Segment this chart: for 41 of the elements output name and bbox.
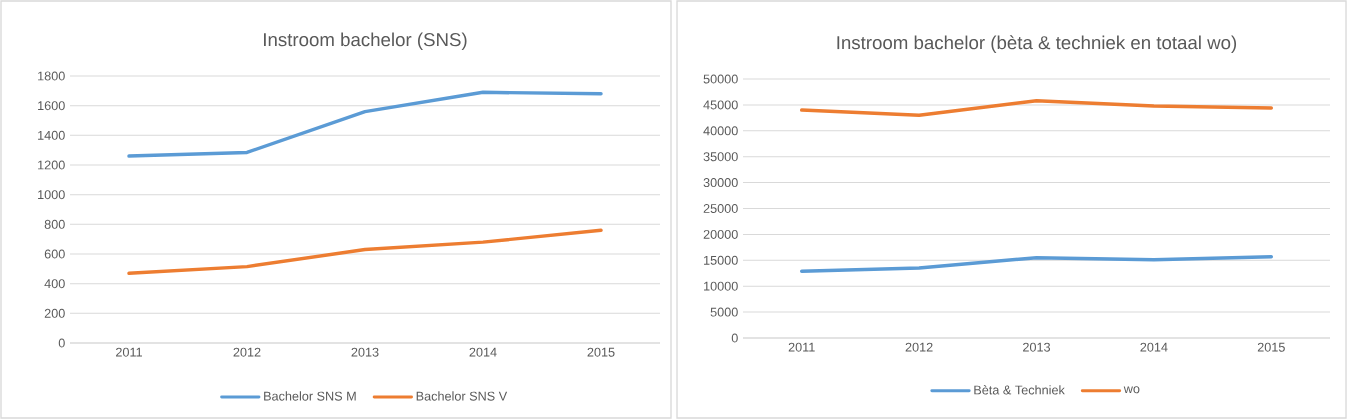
- x-tick-label: 2013: [1023, 342, 1051, 352]
- y-tick-label: 50000: [703, 74, 738, 84]
- chart-title: Instroom bachelor (bèta & techniek en totaal wo): [837, 35, 1237, 53]
- legend-label: Bachelor SNS V: [416, 391, 508, 401]
- line-series: [799, 99, 1274, 118]
- legend-label: Bachelor SNS M: [264, 391, 356, 401]
- x-tick-label: 2012: [233, 347, 261, 357]
- y-tick-label: 25000: [703, 204, 738, 213]
- y-tick-label: 0: [731, 333, 738, 343]
- y-tick-label: 400: [44, 279, 65, 289]
- chart-title: Instroom bachelor (SNS): [264, 32, 467, 50]
- y-tick-label: 45000: [703, 100, 738, 110]
- legend-label: wo: [1123, 386, 1140, 394]
- x-tick-label: 2011: [788, 342, 815, 352]
- y-tick-label: 1000: [38, 190, 65, 200]
- y-tick-label: 200: [44, 308, 65, 318]
- y-tick-label: 600: [44, 249, 65, 259]
- y-tick-label: 40000: [703, 126, 738, 136]
- y-tick-label: 10000: [704, 281, 738, 291]
- x-tick-label: 2012: [905, 342, 933, 352]
- y-tick-label: 30000: [703, 178, 738, 188]
- line-series: [127, 90, 603, 158]
- x-tick-label: 2015: [1257, 342, 1285, 352]
- y-tick-label: 1400: [38, 130, 65, 140]
- y-tick-label: 5000: [710, 307, 738, 317]
- x-tick-label: 2015: [587, 347, 615, 357]
- y-tick-label: 35000: [703, 152, 738, 162]
- line-series: [799, 254, 1274, 273]
- y-tick-label: 1800: [38, 71, 65, 81]
- y-tick-label: 0: [58, 338, 65, 348]
- y-tick-label: 1600: [38, 101, 65, 111]
- y-tick-label: 1200: [38, 160, 65, 170]
- x-tick-label: 2014: [469, 347, 497, 357]
- x-tick-label: 2014: [1140, 342, 1168, 352]
- y-tick-label: 15000: [704, 255, 738, 265]
- y-tick-label: 800: [44, 219, 65, 229]
- legend-label: Bèta & Techniek: [974, 385, 1065, 395]
- line-series: [127, 228, 603, 276]
- x-tick-label: 2011: [116, 347, 142, 357]
- y-tick-label: 20000: [703, 229, 738, 239]
- x-tick-label: 2013: [351, 347, 379, 357]
